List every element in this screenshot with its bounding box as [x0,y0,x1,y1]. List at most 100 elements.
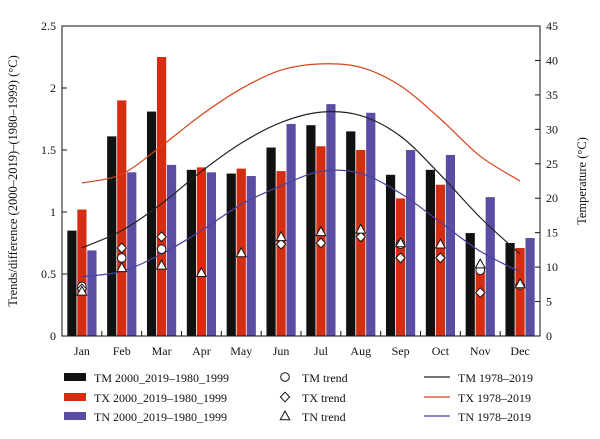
x-tick-label: Apr [192,344,211,358]
legend-marker-tn-trend [279,409,291,421]
marker-tn-trend-apr [195,266,208,278]
bar-tm-nov [465,233,475,336]
bar-tx-jun [276,171,286,336]
bar-tn-jan [87,250,97,336]
legend-label-tx-trend: TX trend [302,391,346,405]
line-tx-1978-2019 [81,63,521,184]
marker-tn-trend-aug [355,223,367,234]
bar-tn-apr [206,172,217,336]
bars-layer [67,57,535,337]
x-tick-label: May [230,344,252,358]
bar-tx-jan [77,209,87,336]
right-tick-label: 15 [546,226,558,240]
right-tick-label: 25 [546,157,558,171]
legend-label-tm-1978-2019: TM 1978–2019 [458,371,533,385]
bar-tx-mar [156,57,167,336]
bar-tn-sep [405,150,416,336]
legend-label-tn-1978-2019: TN 1978–2019 [458,410,531,424]
right-tick-label: 35 [546,88,558,102]
right-tick-label: 30 [546,122,558,136]
bar-tm-apr [186,169,197,336]
bar-tx-sep [395,198,406,336]
bar-tx-aug [356,150,366,336]
bar-tn-mar [166,164,177,336]
bar-tx-nov [475,270,485,336]
marker-tn-trend-jun [275,230,287,242]
bar-tx-dec [515,247,525,336]
left-axis-label: Trends/difference (2000–2019)–(1980–1999… [6,55,20,306]
bar-tm-jul [306,125,316,336]
x-tick-label: Mar [152,344,172,358]
x-tick-label: Jul [314,344,329,358]
marker-tn-trend-sep [394,236,407,248]
bar-tn-may [246,176,256,336]
marker-tx-trend-jun [275,238,287,250]
x-tick-label: Jun [273,344,290,358]
right-tick-label: 45 [546,19,558,33]
legend-label-tx-2000-2019-1980-1999: TX 2000_2019–1980_1999 [94,391,227,405]
marker-tn-trend-nov [474,258,486,269]
bar-tm-aug [346,131,356,336]
line-tm-1978-2019 [81,110,521,255]
bar-tm-may [226,173,236,336]
marker-tx-trend-mar [156,231,167,243]
legend-label-tx-1978-2019: TX 1978–2019 [458,391,531,405]
marker-tn-trend-feb [116,261,128,273]
trend-markers-layer [76,223,526,299]
right-tick-label: 0 [546,329,552,343]
bar-tn-feb [127,172,137,336]
x-tick-label: Feb [113,344,131,358]
bar-tn-jun [286,123,296,337]
legend: TM 2000_2019–1980_1999 TX 2000_2019–1980_… [64,371,533,424]
line-tn-1978-2019 [81,169,521,278]
bar-tx-apr [196,167,207,336]
left-tick-label: 0 [50,329,56,343]
left-tick-label: 2.5 [41,19,56,33]
x-tick-label: Jan [74,344,90,358]
bar-tn-jul [326,104,336,337]
bar-tm-jun [266,147,276,336]
legend-label-tm-2000-2019-1980-1999: TM 2000_2019–1980_1999 [94,371,229,385]
right-axis-ticks: 0 5 10 15 20 25 30 35 40 45 [535,19,558,343]
legend-swatch-tn [64,412,86,420]
legend-label-tm-trend: TM trend [302,371,348,385]
left-tick-label: 0.5 [41,267,56,281]
right-tick-label: 20 [546,191,558,205]
marker-tx-trend-oct [435,252,446,264]
x-tick-label: Dec [510,344,529,358]
marker-tn-trend-may [235,246,247,258]
x-tick-label: Sep [392,344,410,358]
bar-tm-sep [385,174,396,336]
marker-tx-trend-aug [355,231,367,243]
marker-tn-trend-oct [434,238,447,249]
bar-tn-oct [445,154,456,336]
right-tick-label: 5 [546,295,552,309]
x-axis-ticks: Jan Feb Mar Apr May Jun Jul Aug Sep Oct Nov Dec [74,331,530,358]
right-axis-label: Temperature (°C) [575,137,589,225]
x-tick-label: Oct [432,344,450,358]
bar-tm-mar [146,111,157,336]
bar-tn-aug [366,112,376,336]
marker-tn-trend-dec [514,277,526,289]
bar-tn-dec [525,238,535,336]
marker-tn-trend-jul [315,225,327,237]
bar-tm-oct [425,169,436,336]
marker-tx-trend-sep [395,252,406,264]
legend-label-tn-trend: TN trend [302,410,346,424]
left-tick-label: 2 [50,81,56,95]
marker-tm-trend-mar [156,244,167,254]
marker-tx-trend-nov [474,287,486,299]
legend-label-tn-2000-2019-1980-1999: TN 2000_2019–1980_1999 [94,410,227,424]
bar-tx-feb [117,100,127,337]
left-tick-label: 1.5 [41,143,56,157]
x-tick-label: Aug [350,344,371,358]
right-tick-label: 40 [546,53,558,67]
marker-tx-trend-jul [315,237,327,249]
bar-tn-nov [485,197,495,336]
legend-swatch-tm [64,373,86,381]
left-tick-label: 1 [50,205,56,219]
right-tick-label: 10 [546,260,558,274]
bar-tm-dec [505,243,515,336]
bar-tm-jan [67,230,77,336]
